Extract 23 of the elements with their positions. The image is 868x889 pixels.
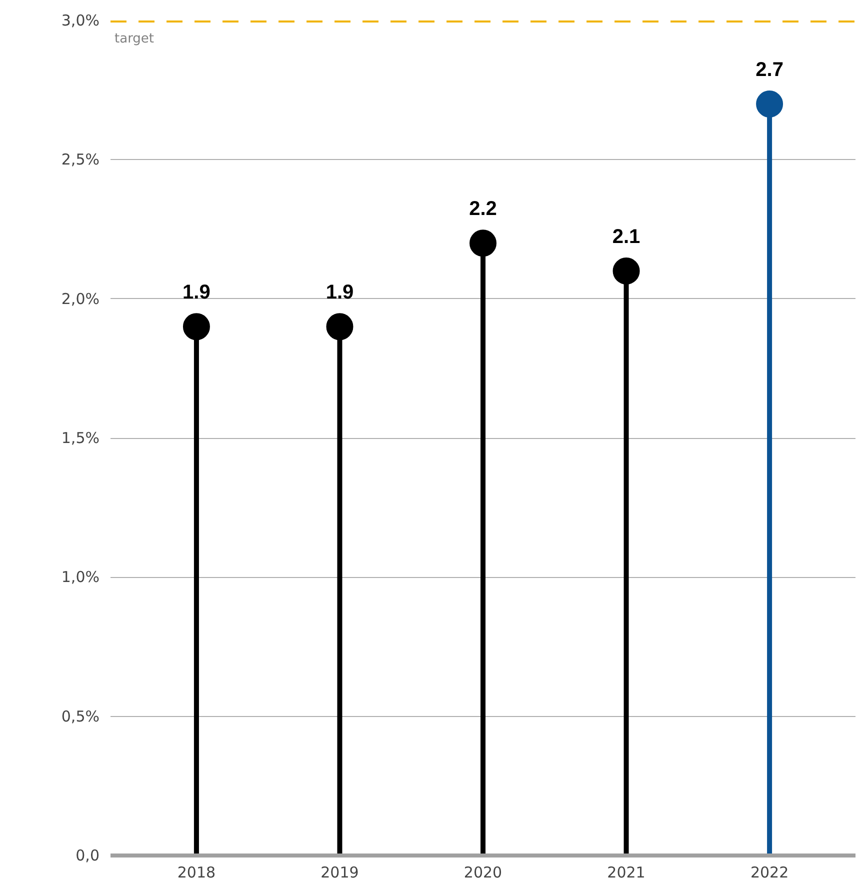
data-label: 2.2: [469, 198, 497, 220]
y-tick-label: 2,0%: [61, 290, 100, 308]
data-label: 1.9: [182, 282, 210, 304]
ref-line-label: target: [114, 32, 154, 46]
y-tick-label: 0,0: [76, 846, 100, 864]
data-label: 2.7: [756, 59, 784, 81]
y-tick-label: 3,0%: [61, 12, 100, 30]
x-tick-label: 2021: [607, 864, 646, 882]
y-tick-label: 1,5%: [61, 429, 100, 447]
point: [756, 90, 784, 118]
y-tick-label: 1,0%: [61, 568, 100, 586]
y-tick-label: 0,5%: [61, 707, 100, 726]
point: [182, 313, 210, 340]
x-tick-label: 2020: [464, 864, 502, 882]
y-tick-label: 2,5%: [61, 150, 100, 169]
point: [326, 313, 354, 340]
data-label: 2.1: [612, 226, 640, 248]
data-label: 1.9: [326, 282, 354, 304]
point: [470, 230, 496, 257]
x-tick-label: 2022: [750, 864, 789, 882]
x-tick-label: 2019: [320, 864, 359, 882]
point: [612, 258, 640, 284]
x-tick-label: 2018: [177, 864, 216, 882]
